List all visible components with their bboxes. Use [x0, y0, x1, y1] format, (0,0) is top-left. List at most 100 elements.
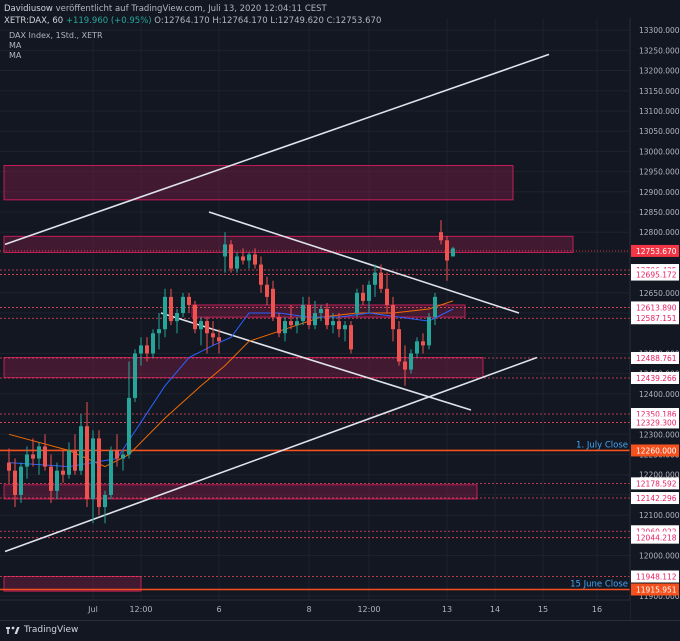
candle[interactable] [49, 454, 53, 504]
candle[interactable] [163, 288, 167, 338]
time-axis[interactable]: Jul 12:00 6 8 12:00 13 14 15 16 [0, 599, 630, 620]
candle[interactable] [61, 450, 65, 483]
symbol-label[interactable]: XETR:DAX, 60 [4, 16, 64, 26]
candle[interactable] [97, 430, 101, 516]
candle[interactable] [355, 288, 359, 318]
candle[interactable] [85, 401, 89, 508]
candle[interactable] [211, 321, 215, 346]
candle[interactable] [37, 442, 41, 475]
candle[interactable] [91, 430, 95, 524]
candle[interactable] [103, 490, 107, 524]
candle-body [211, 333, 215, 338]
candle[interactable] [43, 434, 47, 471]
candle[interactable] [271, 280, 275, 322]
candle[interactable] [451, 246, 455, 257]
candle[interactable] [127, 361, 131, 459]
candle[interactable] [313, 300, 317, 330]
key-level-name: 15 June Close [570, 580, 628, 590]
candle[interactable] [373, 264, 377, 297]
trend-line[interactable] [208, 211, 520, 314]
trend-line[interactable] [4, 356, 538, 553]
candle[interactable] [289, 304, 293, 330]
candle[interactable] [193, 300, 197, 334]
candle-body [133, 353, 137, 398]
candle[interactable] [229, 240, 233, 273]
candle-body [373, 272, 377, 285]
candle-body [271, 288, 275, 318]
candle[interactable] [319, 304, 323, 322]
candle[interactable] [175, 309, 179, 334]
candle[interactable] [247, 252, 251, 269]
legend-ma-2[interactable]: MA [9, 51, 22, 60]
candle[interactable] [307, 296, 311, 330]
candle[interactable] [301, 296, 305, 326]
candle[interactable] [265, 276, 269, 305]
candle[interactable] [325, 302, 329, 330]
candle[interactable] [157, 313, 161, 350]
candle[interactable] [241, 248, 245, 265]
candle[interactable] [199, 317, 203, 346]
candle[interactable] [79, 414, 83, 475]
candle[interactable] [223, 232, 227, 273]
candle[interactable] [145, 337, 149, 362]
candle[interactable] [379, 264, 383, 293]
legend-title[interactable]: DAX Index, 1Std., XETR [9, 31, 103, 40]
candle[interactable] [277, 313, 281, 338]
candle[interactable] [397, 321, 401, 366]
legend-ma-1[interactable]: MA [9, 41, 22, 50]
candle[interactable] [337, 313, 341, 338]
candle[interactable] [403, 345, 407, 386]
trend-line[interactable] [4, 53, 550, 246]
candle[interactable] [253, 248, 257, 269]
candle[interactable] [25, 446, 29, 479]
candle[interactable] [67, 442, 71, 479]
candle-body [295, 321, 299, 326]
candle[interactable] [283, 317, 287, 342]
tradingview-logo[interactable]: TradingView [6, 625, 78, 635]
candle[interactable] [31, 438, 35, 467]
candle[interactable] [259, 256, 263, 293]
candle[interactable] [391, 296, 395, 342]
candle-body [307, 304, 311, 326]
candle[interactable] [55, 462, 59, 499]
candle[interactable] [415, 337, 419, 358]
candle[interactable] [439, 220, 443, 245]
candle[interactable] [151, 329, 155, 358]
candle-body [199, 321, 203, 330]
candle[interactable] [445, 236, 449, 281]
candle-body [241, 256, 245, 261]
candle-body [13, 470, 17, 495]
candlesticks[interactable] [7, 220, 455, 524]
author-name[interactable]: Davidiusow [4, 4, 53, 14]
candle[interactable] [235, 252, 239, 273]
candle[interactable] [169, 288, 173, 326]
candle[interactable] [349, 321, 353, 354]
candle-body [157, 329, 161, 334]
candle[interactable] [7, 448, 11, 483]
candle[interactable] [217, 329, 221, 354]
candle[interactable] [19, 462, 23, 503]
candle[interactable] [367, 280, 371, 314]
candle[interactable] [139, 337, 143, 366]
candle[interactable] [121, 450, 125, 471]
candle[interactable] [385, 272, 389, 314]
candle[interactable] [343, 321, 347, 342]
candle[interactable] [133, 349, 137, 402]
candle[interactable] [187, 292, 191, 314]
candle[interactable] [295, 317, 299, 334]
candle[interactable] [109, 446, 113, 499]
time-tick-label: 15 [538, 605, 548, 614]
candle[interactable] [409, 349, 413, 374]
candle[interactable] [421, 333, 425, 354]
candle[interactable] [361, 284, 365, 305]
candle[interactable] [205, 317, 209, 354]
candle-body [253, 254, 257, 265]
candle[interactable] [331, 313, 335, 334]
candle[interactable] [115, 434, 119, 467]
candle[interactable] [13, 458, 17, 508]
candle[interactable] [73, 434, 77, 475]
candle[interactable] [427, 313, 431, 350]
candle[interactable] [181, 292, 185, 318]
candle[interactable] [433, 292, 437, 326]
